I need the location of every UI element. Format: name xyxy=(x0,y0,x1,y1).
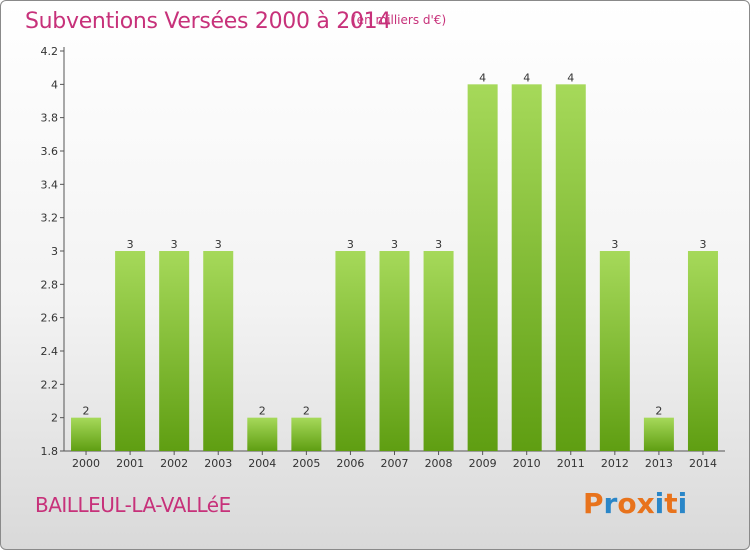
y-tick-label: 2.6 xyxy=(41,312,59,325)
y-tick-label: 3 xyxy=(51,245,58,258)
x-tick-label: 2009 xyxy=(469,457,497,470)
bar xyxy=(687,251,718,451)
logo-letter: i xyxy=(677,487,688,520)
data-label: 2 xyxy=(655,405,662,418)
logo-letter: r xyxy=(603,487,618,520)
y-tick-label: 4.2 xyxy=(41,45,59,58)
bar xyxy=(159,251,190,451)
x-tick-label: 2003 xyxy=(204,457,232,470)
y-tick-label: 4 xyxy=(51,78,58,91)
x-tick-label: 2014 xyxy=(689,457,717,470)
bar xyxy=(467,84,498,451)
bar xyxy=(511,84,542,451)
y-tick-label: 2.4 xyxy=(41,345,59,358)
data-label: 4 xyxy=(523,71,530,84)
x-tick-label: 2001 xyxy=(116,457,144,470)
x-tick-label: 2000 xyxy=(72,457,100,470)
y-tick-label: 2.8 xyxy=(41,278,59,291)
data-label: 4 xyxy=(567,71,574,84)
x-tick-label: 2010 xyxy=(513,457,541,470)
y-tick-label: 2.2 xyxy=(41,378,59,391)
chart-unit: (en milliers d'€) xyxy=(352,13,447,27)
x-tick-label: 2002 xyxy=(160,457,188,470)
bar xyxy=(291,417,322,451)
data-label: 2 xyxy=(259,405,266,418)
x-tick-label: 2013 xyxy=(645,457,673,470)
bar xyxy=(423,251,454,451)
bar xyxy=(335,251,366,451)
logo-letter: t xyxy=(664,487,678,520)
data-label: 2 xyxy=(303,405,310,418)
logo-letter: P xyxy=(583,487,604,520)
x-tick-label: 2004 xyxy=(248,457,276,470)
y-tick-label: 3.6 xyxy=(41,145,59,158)
data-label: 3 xyxy=(699,238,706,251)
data-label: 3 xyxy=(391,238,398,251)
data-label: 2 xyxy=(83,405,90,418)
logo-letter: i xyxy=(654,487,665,520)
data-label: 3 xyxy=(127,238,134,251)
x-tick-label: 2012 xyxy=(601,457,629,470)
x-tick-label: 2006 xyxy=(336,457,364,470)
data-label: 3 xyxy=(215,238,222,251)
y-tick-label: 2 xyxy=(51,412,58,425)
bar xyxy=(379,251,410,451)
data-label: 3 xyxy=(611,238,618,251)
chart-title: Subventions Versées 2000 à 2014 xyxy=(25,9,392,34)
bar xyxy=(247,417,278,451)
y-tick-label: 3.4 xyxy=(41,178,59,191)
y-tick-label: 3.2 xyxy=(41,212,59,225)
bar xyxy=(115,251,146,451)
bar xyxy=(643,417,674,451)
x-tick-label: 2007 xyxy=(381,457,409,470)
y-tick-label: 3.8 xyxy=(41,112,59,125)
logo-letter: o xyxy=(617,487,637,520)
x-tick-label: 2011 xyxy=(557,457,585,470)
y-tick-label: 1.8 xyxy=(41,445,59,458)
data-label: 3 xyxy=(347,238,354,251)
proxiti-logo: Proxiti xyxy=(583,487,687,520)
commune-name: BAILLEUL-LA-VALLéE xyxy=(35,493,231,517)
data-label: 4 xyxy=(479,71,486,84)
bar xyxy=(71,417,102,451)
bar xyxy=(555,84,586,451)
bar xyxy=(599,251,630,451)
bar xyxy=(203,251,234,451)
x-tick-label: 2008 xyxy=(425,457,453,470)
logo-letter: x xyxy=(636,487,655,520)
data-label: 3 xyxy=(171,238,178,251)
x-tick-label: 2005 xyxy=(292,457,320,470)
data-label: 3 xyxy=(435,238,442,251)
